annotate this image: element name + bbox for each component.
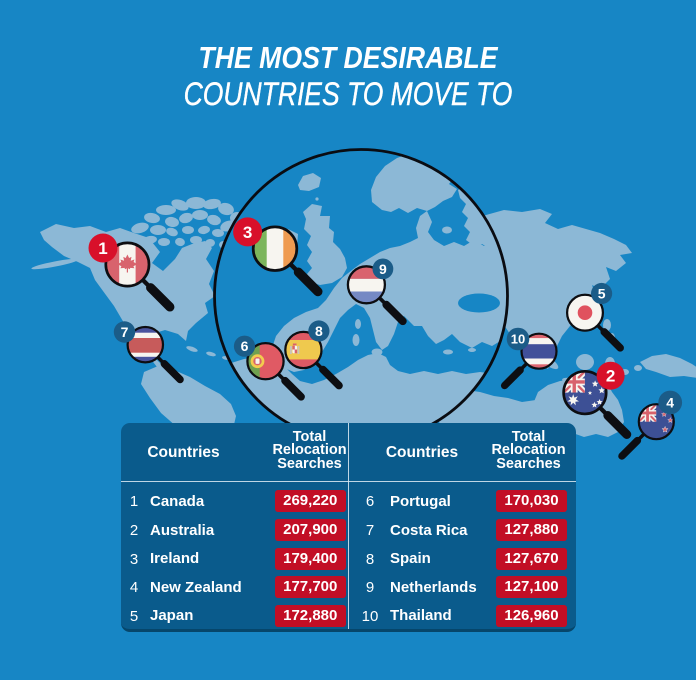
svg-text:5: 5 <box>598 285 606 301</box>
svg-text:1: 1 <box>98 239 107 258</box>
svg-text:3: 3 <box>243 223 252 242</box>
svg-text:2: 2 <box>606 367 615 386</box>
svg-text:8: 8 <box>315 323 323 339</box>
svg-text:10: 10 <box>511 332 525 347</box>
svg-text:4: 4 <box>666 394 674 410</box>
svg-text:6: 6 <box>241 338 249 354</box>
svg-text:7: 7 <box>121 324 129 340</box>
svg-text:9: 9 <box>379 261 387 277</box>
